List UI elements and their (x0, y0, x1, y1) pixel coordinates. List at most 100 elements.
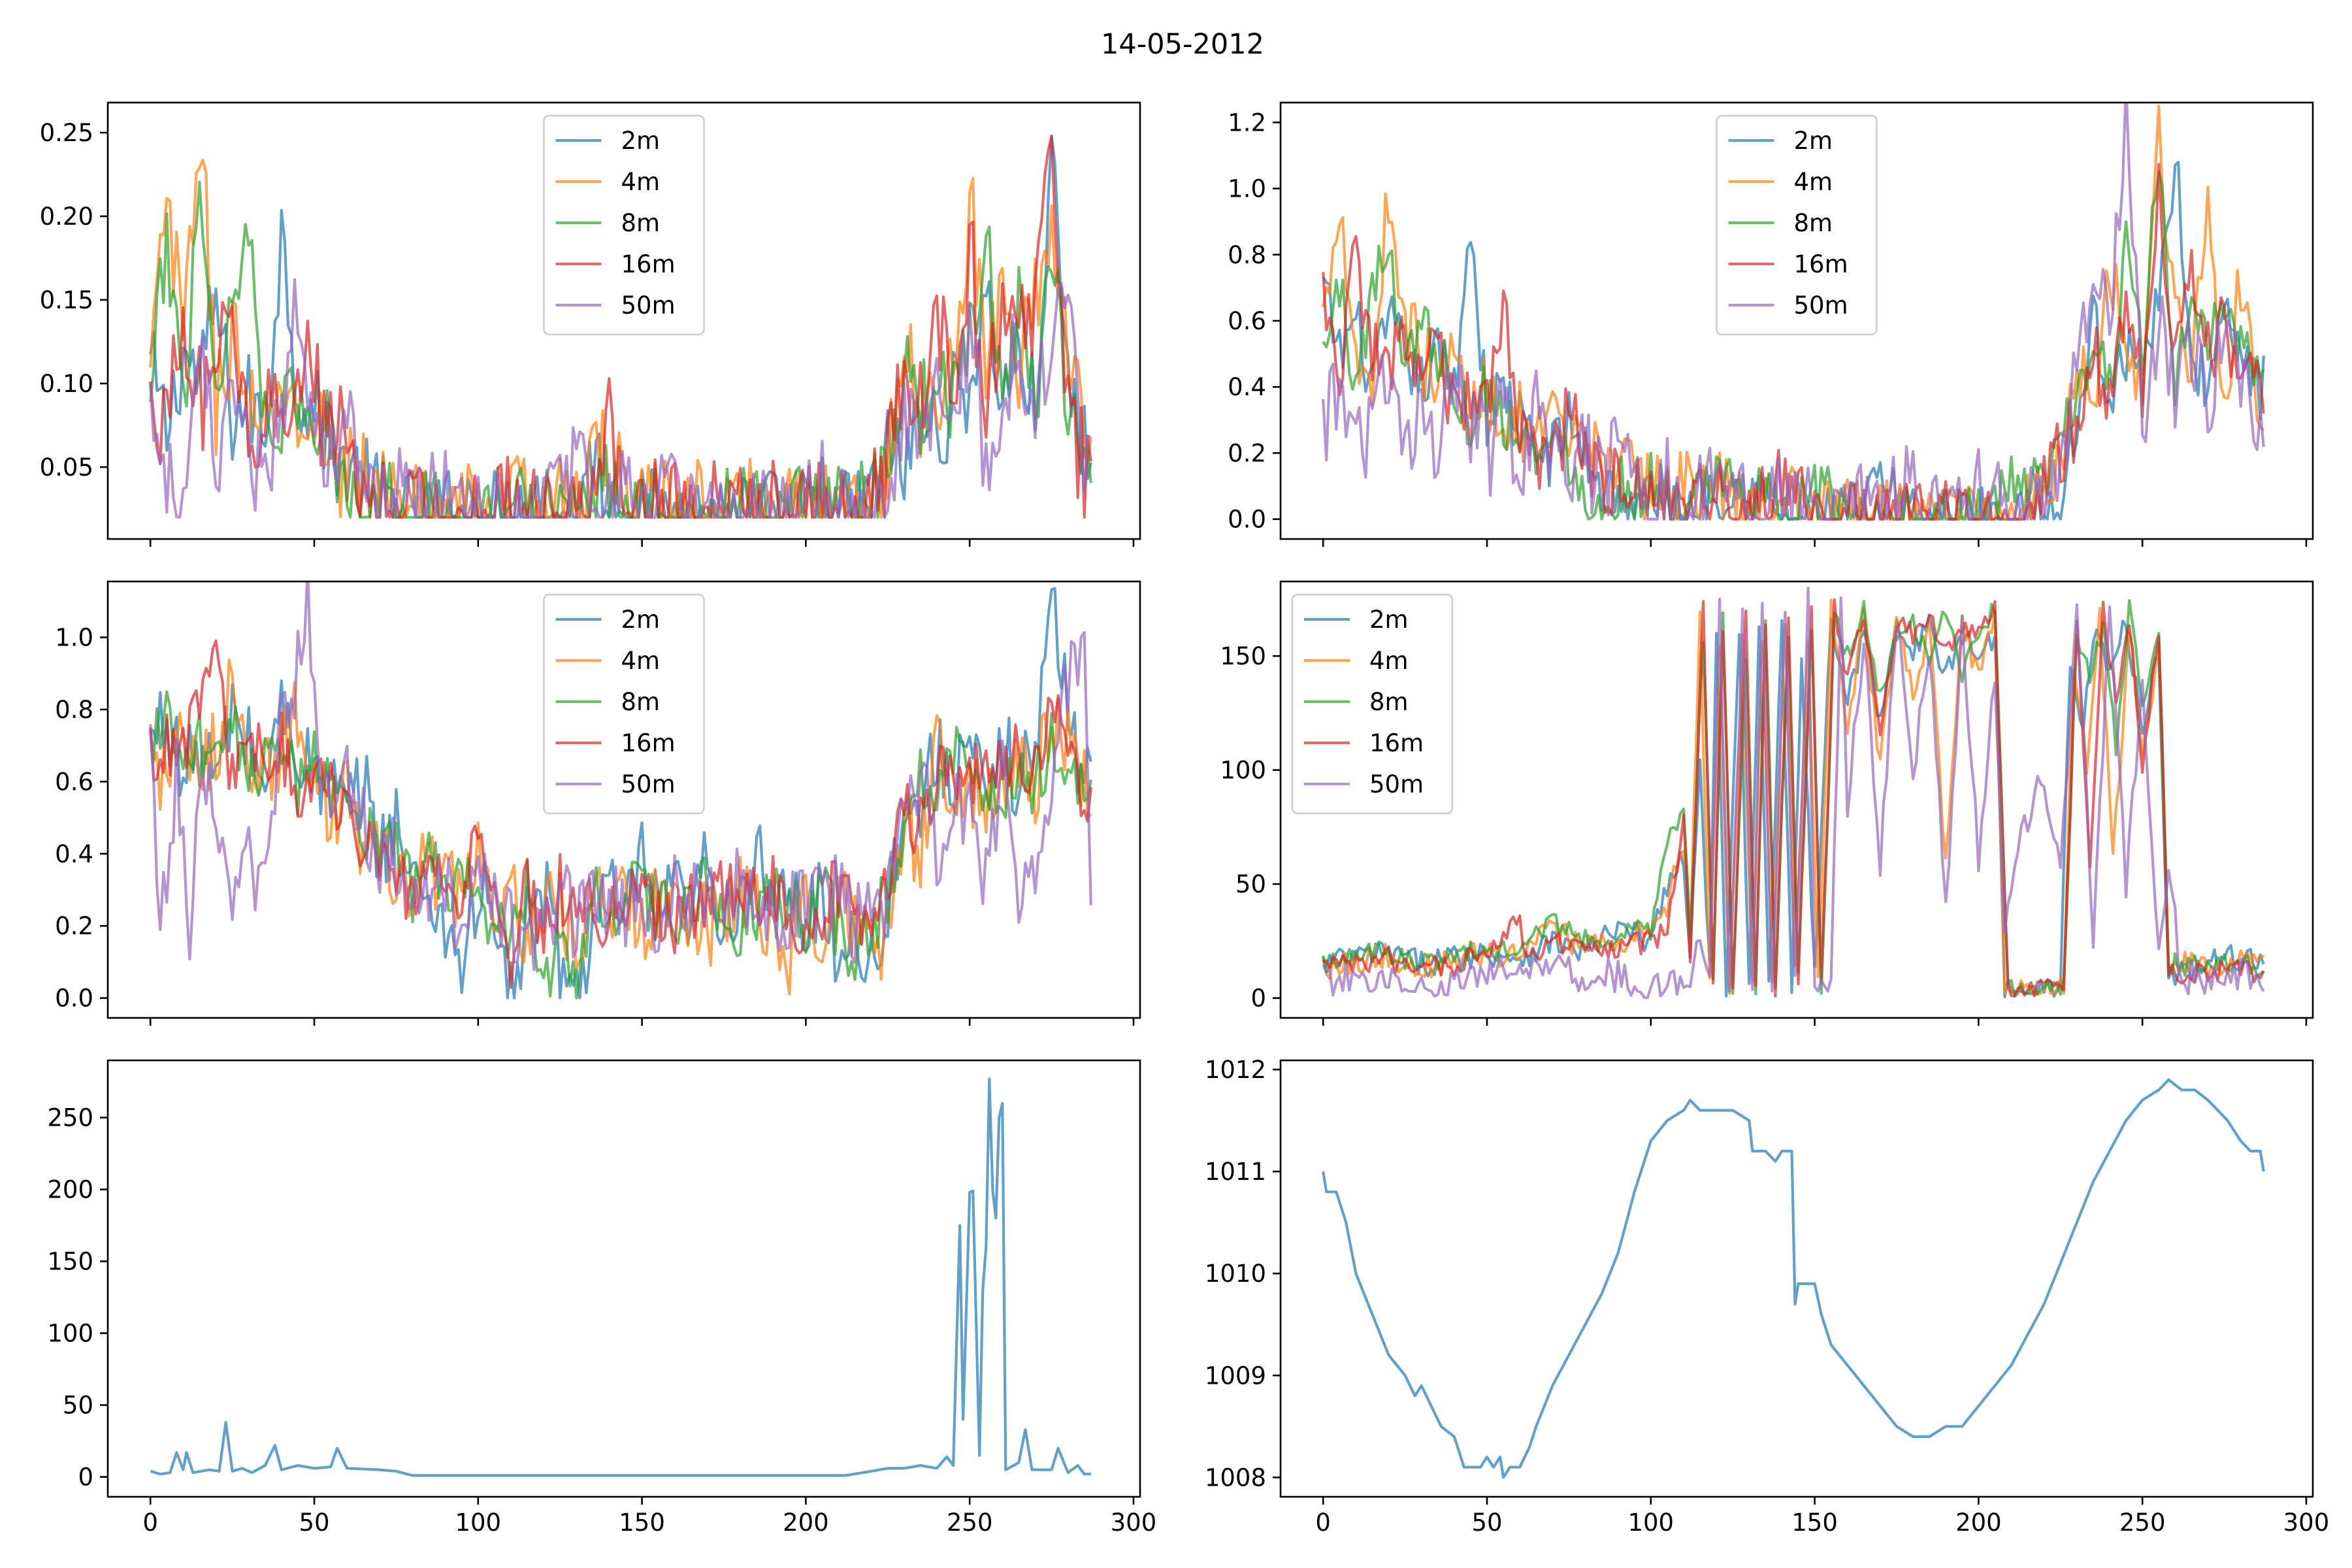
y-tick-label: 200 (47, 1176, 93, 1204)
y-tick-label: 0 (78, 1463, 93, 1492)
plot-area-3 (149, 581, 1092, 1000)
y-tick-label: 0.2 (1228, 439, 1266, 467)
x-tick-label: 150 (1791, 1509, 1838, 1537)
subplot-6: 0 50 100 150 200 250 300 1008 1009 1010 1011 1012 (1205, 1056, 2329, 1537)
legend-label: 16m (621, 250, 676, 278)
legend: 2m 4m 8m 16m 50m (1291, 593, 1454, 815)
legend-label: 16m (1794, 250, 1848, 278)
axes-frame (1279, 1059, 2314, 1498)
series-line-series-1 (1322, 1078, 2265, 1479)
legend-box (1291, 593, 1454, 815)
plot-area-5 (150, 1077, 1091, 1477)
y-tick-label: 50 (63, 1392, 93, 1420)
legend-label: 4m (621, 168, 661, 196)
x-tick-label: 300 (2283, 1509, 2330, 1537)
y-tick-label: 1010 (1205, 1260, 1266, 1288)
legend: 2m 4m 8m 16m 50m (543, 593, 705, 815)
axes-frame (1279, 580, 2314, 1019)
y-tick-label: 0.25 (40, 119, 93, 147)
legend-label: 50m (621, 770, 676, 798)
y-tick-label: 1008 (1205, 1463, 1266, 1492)
series-line-50m (1322, 103, 2265, 521)
legend-label: 4m (1369, 647, 1409, 675)
y-tick-label: 50 (1235, 870, 1266, 898)
y-tick-label: 0.20 (40, 203, 93, 231)
legend-label: 8m (621, 209, 661, 237)
legend-label: 2m (621, 606, 661, 634)
y-tick-label: 0.0 (55, 985, 93, 1013)
x-tick-label: 300 (1111, 1509, 1157, 1537)
x-tick-label: 50 (1471, 1509, 1502, 1537)
x-tick-label: 50 (299, 1509, 329, 1537)
legend-label: 8m (1794, 209, 1833, 237)
y-tick-label: 0.8 (55, 696, 93, 724)
x-tick-label: 100 (1627, 1509, 1674, 1537)
x-tick-label: 100 (455, 1509, 501, 1537)
axes-frame (106, 1059, 1141, 1498)
y-tick-label: 1012 (1205, 1056, 1266, 1084)
legend-box (543, 114, 705, 336)
y-tick-label: 0.10 (40, 370, 93, 398)
y-tick-label: 1009 (1205, 1362, 1266, 1390)
figure-title: 14-05-2012 (1101, 28, 1264, 61)
y-tick-label: 150 (47, 1248, 93, 1276)
x-tick-label: 0 (1315, 1509, 1331, 1537)
plot-area-2 (1322, 103, 2265, 521)
legend-box (1716, 114, 1878, 336)
series-line-50m (149, 278, 1091, 519)
legend-label: 16m (1369, 729, 1424, 757)
subplot-grid: 0.050.100.150.200.25 2m4m8m16m50m0.00.20.… (40, 101, 2329, 1537)
series-line-series-1 (150, 1077, 1091, 1477)
x-tick-label: 250 (947, 1509, 993, 1537)
legend-label: 2m (621, 127, 661, 155)
y-tick-label: 0.2 (55, 912, 93, 940)
y-tick-label: 0.0 (1228, 506, 1266, 534)
y-tick-label: 0.05 (40, 453, 93, 482)
legend-label: 50m (621, 291, 676, 319)
legend: 2m 4m 8m 16m 50m (1716, 114, 1878, 336)
subplot-1: 0.05 0.10 0.15 0.20 0.25 2m 4m 8m 16m 50m (40, 101, 1141, 547)
subplot-2: 0.0 0.2 0.4 0.6 0.8 1.0 1.2 2m 4m 8m 16m 50m (1228, 101, 2314, 547)
series-line-50m (1322, 586, 2265, 1000)
subplot-4: 0 50 100 150 2m 4m 8m 16m 50m (1220, 580, 2314, 1026)
y-tick-label: 1.0 (1228, 175, 1266, 203)
legend-box (543, 593, 705, 815)
subplot-5: 0 50 100 150 200 250 300 0 50 100 150 200 250 (47, 1059, 1157, 1537)
plot-area-4 (1322, 586, 2265, 1000)
legend-label: 8m (1369, 688, 1409, 716)
series-line-4m (149, 158, 1092, 519)
legend: 2m 4m 8m 16m 50m (543, 114, 705, 336)
subplot-3: 0.0 0.2 0.4 0.6 0.8 1.0 2m 4m 8m 16m 50m (55, 580, 1141, 1026)
y-tick-label: 0.4 (55, 840, 93, 868)
legend-label: 50m (1369, 770, 1424, 798)
axes-frame (106, 580, 1141, 1019)
series-line-50m (149, 581, 1092, 972)
axes-frame (106, 101, 1141, 540)
x-tick-label: 200 (1955, 1509, 2002, 1537)
x-tick-label: 200 (783, 1509, 829, 1537)
y-tick-label: 100 (1220, 757, 1266, 785)
legend-label: 2m (1794, 127, 1833, 155)
plot-area-6 (1322, 1078, 2265, 1479)
y-tick-label: 0.4 (1228, 373, 1266, 401)
y-tick-label: 100 (47, 1320, 93, 1348)
y-tick-label: 0.8 (1228, 241, 1266, 269)
legend-label: 2m (1369, 606, 1409, 634)
x-tick-label: 150 (619, 1509, 665, 1537)
legend-label: 4m (621, 647, 661, 675)
y-tick-label: 0 (1250, 985, 1266, 1013)
y-tick-label: 1.2 (1228, 108, 1266, 137)
y-tick-label: 150 (1220, 642, 1266, 670)
y-tick-label: 250 (47, 1104, 93, 1132)
y-tick-label: 0.15 (40, 286, 93, 314)
y-tick-label: 0.6 (55, 768, 93, 796)
y-tick-label: 1011 (1205, 1158, 1266, 1186)
legend-label: 8m (621, 688, 661, 716)
legend-label: 16m (621, 729, 676, 757)
legend-label: 50m (1794, 291, 1848, 319)
y-tick-label: 1.0 (55, 624, 93, 652)
x-tick-label: 0 (142, 1509, 158, 1537)
plot-area-1 (149, 134, 1092, 519)
